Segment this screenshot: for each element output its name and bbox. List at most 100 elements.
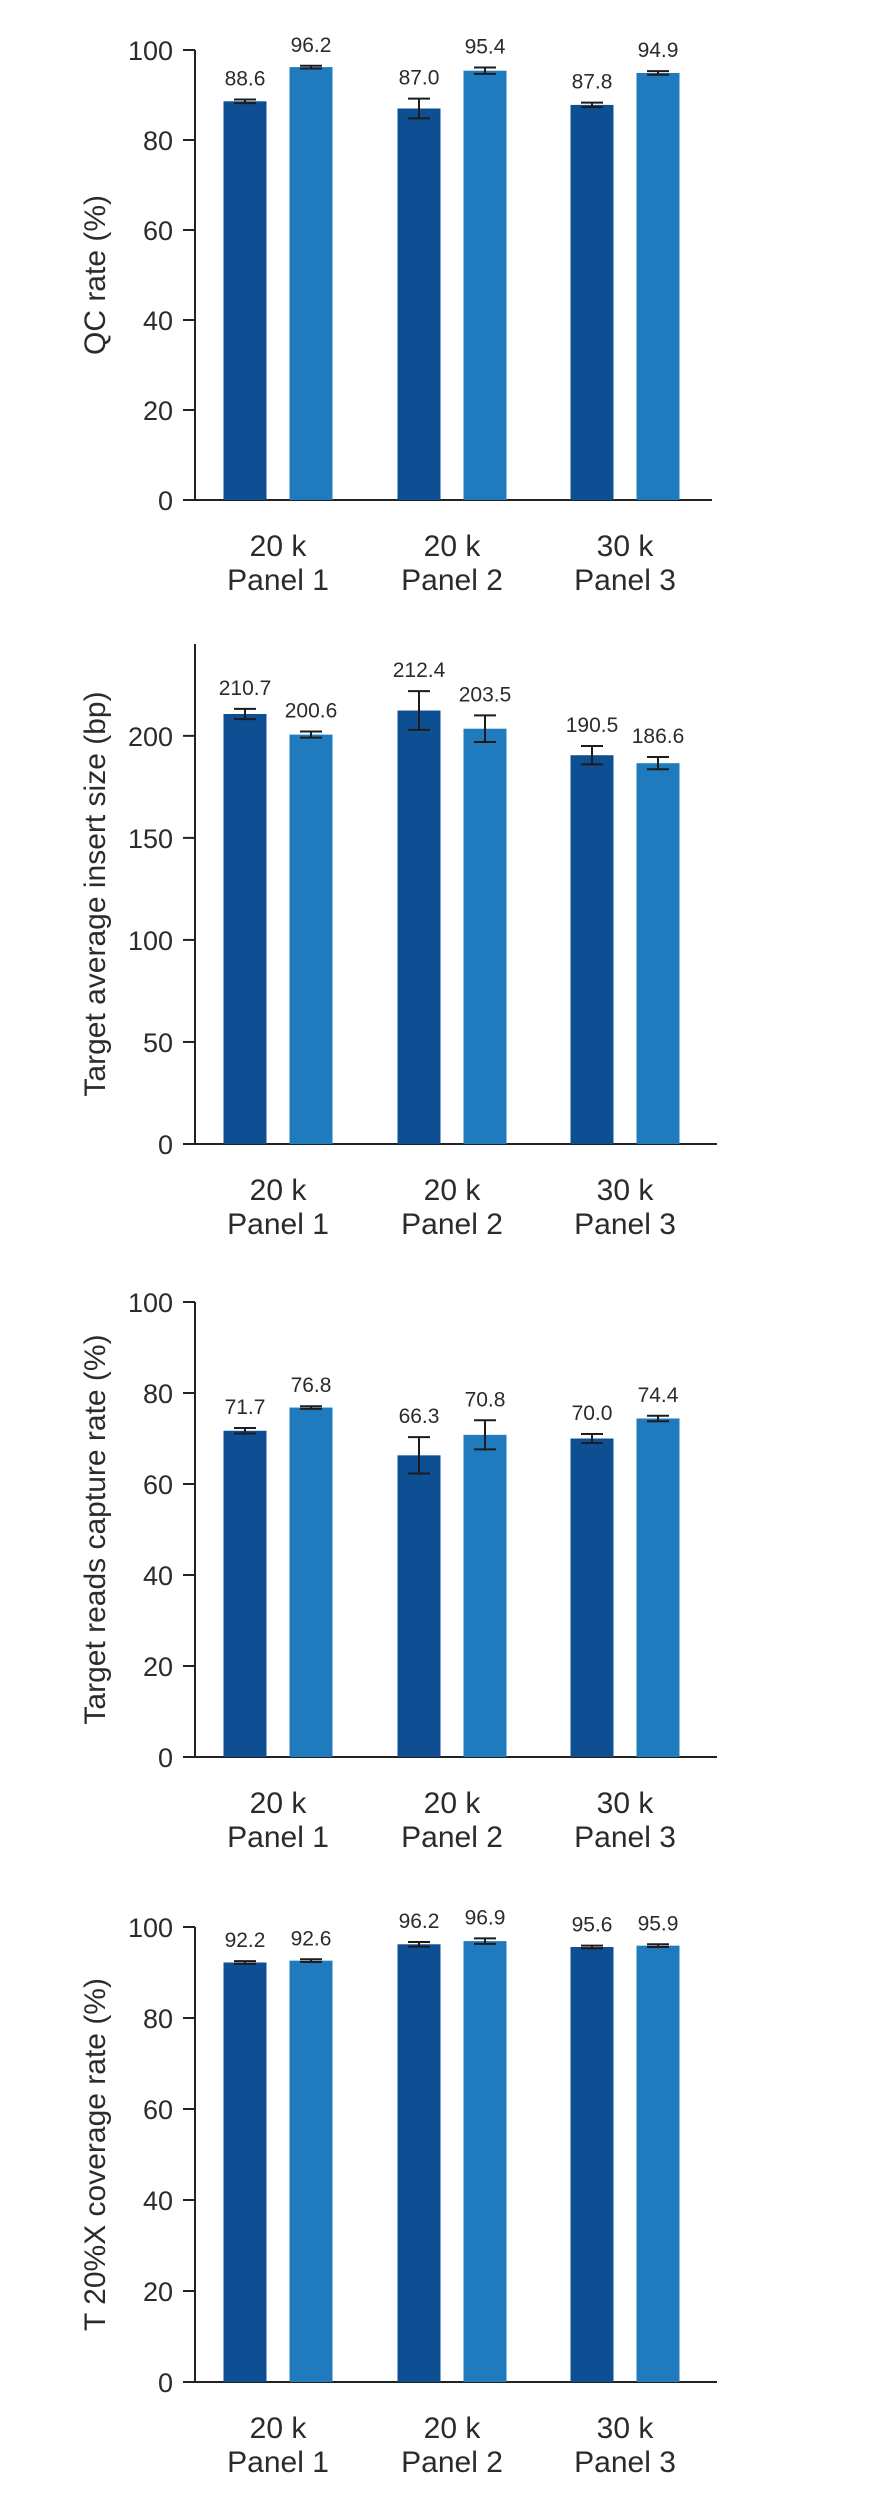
x-tick-label-line1: 20 k — [424, 1787, 482, 1820]
y-axis-label: QC rate (%) — [79, 195, 112, 355]
x-tick-label-line2: Panel 2 — [401, 564, 503, 597]
x-tick-label-line2: Panel 1 — [227, 2446, 329, 2479]
bar-series1-2 — [397, 710, 441, 1144]
data-label-series1-1: 88.6 — [225, 68, 266, 91]
x-tick-label-line2: Panel 3 — [574, 1821, 676, 1854]
error-bar-series1-2 — [408, 1941, 430, 1948]
data-label-series1-3: 190.5 — [566, 714, 619, 737]
x-tick-label-line2: Panel 2 — [401, 1821, 503, 1854]
x-tick-label-line2: Panel 1 — [227, 1208, 329, 1241]
y-tick-label: 40 — [143, 2186, 173, 2216]
error-bar-series1-2 — [408, 1436, 430, 1475]
bar-series1-3 — [570, 755, 614, 1144]
y-axis-label: Target reads capture rate (%) — [79, 1334, 112, 1724]
y-tick-label: 100 — [128, 1913, 173, 1943]
x-tick-label-line1: 30 k — [597, 530, 655, 563]
x-tick-label-line1: 30 k — [597, 1787, 655, 1820]
x-tick-label-line1: 30 k — [597, 1174, 655, 1207]
y-tick-label: 150 — [128, 824, 173, 854]
bar-series2-2 — [463, 70, 507, 500]
y-tick-label: 60 — [143, 2095, 173, 2125]
bar-series2-3 — [636, 72, 680, 500]
x-tick-label-line1: 20 k — [424, 2412, 482, 2445]
bar-series2-1 — [289, 734, 333, 1144]
data-label-series2-3: 186.6 — [632, 725, 685, 748]
y-tick-label: 200 — [128, 722, 173, 752]
data-label-series1-2: 96.2 — [399, 1910, 440, 1933]
error-bar-series2-3 — [647, 1414, 669, 1423]
y-tick-label: 40 — [143, 306, 173, 336]
y-tick-label: 0 — [158, 1130, 173, 1160]
error-bar-series1-3 — [581, 101, 603, 109]
y-tick-label: 60 — [143, 1470, 173, 1500]
x-tick-label-line2: Panel 3 — [574, 564, 676, 597]
y-tick-label: 50 — [143, 1028, 173, 1058]
x-tick-label-line2: Panel 2 — [401, 2446, 503, 2479]
data-label-series1-3: 95.6 — [572, 1914, 613, 1937]
x-tick-label-line1: 30 k — [597, 2412, 655, 2445]
chart-panel-1: 0 20 40 60 80 100 QC rate (%) 88.6 87.0 87.8 96.2 9… — [79, 34, 712, 597]
error-bar-series1-1 — [234, 707, 256, 721]
bar-series1-1 — [223, 101, 267, 501]
x-tick-label-line2: Panel 1 — [227, 1821, 329, 1854]
data-label-series2-3: 74.4 — [638, 1384, 679, 1407]
x-tick-label-line1: 20 k — [424, 1174, 482, 1207]
x-tick-label-line2: Panel 1 — [227, 564, 329, 597]
data-label-series1-3: 87.8 — [572, 71, 613, 94]
x-tick-label-line1: 20 k — [250, 530, 308, 563]
error-bar-series1-1 — [234, 1960, 256, 1965]
bar-series1-2 — [397, 1944, 441, 2382]
bar-series1-3 — [570, 104, 614, 501]
error-bar-series2-1 — [300, 1958, 322, 1964]
data-label-series2-3: 95.9 — [638, 1912, 679, 1935]
bar-series2-3 — [636, 1418, 680, 1757]
error-bar-series2-2 — [474, 714, 496, 743]
data-label-series1-1: 92.2 — [225, 1929, 266, 1952]
data-label-series2-1: 92.6 — [291, 1927, 332, 1950]
bar-series1-1 — [223, 714, 267, 1144]
y-tick-label: 0 — [158, 1743, 173, 1773]
x-tick-label-line2: Panel 3 — [574, 2446, 676, 2479]
bar-series2-3 — [636, 1945, 680, 2382]
error-bar-series1-3 — [581, 745, 603, 766]
error-bar-series1-3 — [581, 1944, 603, 1950]
y-tick-label: 80 — [143, 126, 173, 156]
chart-panel-2: 0 50 100 150 200 Target average insert size (… — [79, 644, 717, 1241]
bar-series2-3 — [636, 763, 680, 1144]
error-bar-series2-1 — [300, 730, 322, 739]
x-tick-label-line1: 20 k — [250, 2412, 308, 2445]
y-tick-label: 20 — [143, 2277, 173, 2307]
y-tick-label: 60 — [143, 216, 173, 246]
bar-series1-2 — [397, 1455, 441, 1757]
y-tick-label: 0 — [158, 486, 173, 516]
data-label-series1-3: 70.0 — [572, 1402, 613, 1425]
chart-panel-3: 0 20 40 60 80 100 Target reads capture rate (%… — [79, 1288, 717, 1854]
error-bar-series1-1 — [234, 98, 256, 105]
data-label-series1-1: 71.7 — [225, 1396, 266, 1419]
data-label-series2-1: 200.6 — [285, 700, 338, 723]
bar-series1-3 — [570, 1947, 614, 2382]
chart-panel-4: 0 20 40 60 80 100 T 20%X coverage rate (%) 92.2… — [79, 1906, 717, 2479]
data-label-series1-2: 212.4 — [393, 659, 446, 682]
x-tick-label-line2: Panel 2 — [401, 1208, 503, 1241]
y-tick-label: 20 — [143, 1652, 173, 1682]
data-label-series2-1: 96.2 — [291, 34, 332, 57]
bar-series1-2 — [397, 108, 441, 500]
y-tick-label: 80 — [143, 1379, 173, 1409]
data-label-series1-1: 210.7 — [219, 677, 272, 700]
y-tick-label: 100 — [128, 1288, 173, 1318]
bar-series2-1 — [289, 1960, 333, 2382]
bar-series2-2 — [463, 1434, 507, 1757]
x-tick-label-line1: 20 k — [424, 530, 482, 563]
bar-series1-1 — [223, 1430, 267, 1757]
error-bar-series2-2 — [474, 1937, 496, 1945]
data-label-series2-1: 76.8 — [291, 1374, 332, 1397]
y-tick-label: 0 — [158, 2368, 173, 2398]
bar-series2-2 — [463, 728, 507, 1144]
error-bar-series1-3 — [581, 1432, 603, 1445]
error-bar-series2-3 — [647, 1943, 669, 1949]
y-tick-label: 100 — [128, 36, 173, 66]
y-tick-label: 100 — [128, 926, 173, 956]
data-label-series1-2: 87.0 — [399, 67, 440, 90]
